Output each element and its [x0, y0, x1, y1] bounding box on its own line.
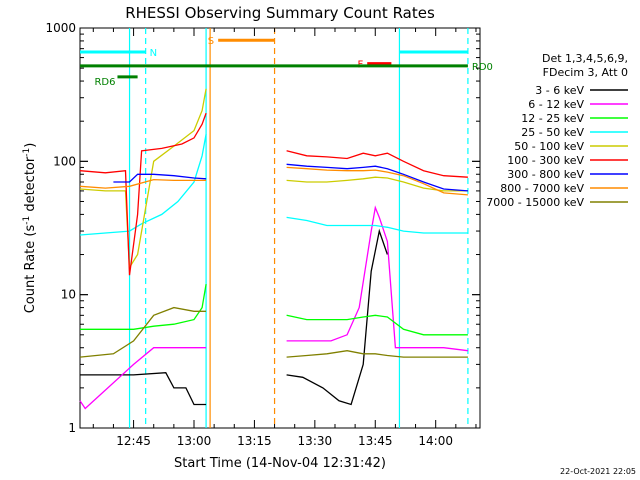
legend-entry-label: 100 - 300 keV — [507, 154, 584, 167]
legend-header-line: Det 1,3,4,5,6,9, — [542, 52, 628, 65]
x-tick-label: 13:45 — [358, 434, 393, 448]
x-tick-label: 13:30 — [298, 434, 333, 448]
series-line — [286, 216, 468, 234]
series-line — [286, 228, 389, 406]
y-tick-label: 1000 — [45, 21, 76, 35]
series-lines — [79, 88, 468, 410]
flag-label: N — [150, 48, 157, 59]
x-axis-ticks: 12:45 13:00 13:15 13:30 13:45 14:00 — [92, 28, 477, 448]
series-line — [79, 112, 207, 276]
x-tick-label: 12:45 — [116, 434, 151, 448]
legend-entry-label: 300 - 800 keV — [507, 168, 584, 181]
series-line — [286, 150, 468, 178]
legend: Det 1,3,4,5,6,9, FDecim 3, Att 0 3 - 6 k… — [486, 52, 628, 209]
y-axis-ticks: 1 10 100 1000 — [45, 21, 480, 435]
y-axis-label-sup: -1 — [22, 216, 32, 225]
series-line — [286, 163, 468, 192]
series-line — [286, 166, 468, 196]
chart-title: RHESSI Observing Summary Count Rates — [125, 4, 435, 22]
flag-label: S — [208, 36, 214, 47]
legend-entry-label: 800 - 7000 keV — [500, 182, 584, 195]
legend-entry-label: 50 - 100 keV — [514, 140, 584, 153]
y-axis-label: Count Rate (s-1 detector-1) — [22, 143, 38, 314]
y-tick-label: 10 — [61, 288, 76, 302]
x-tick-label: 13:00 — [177, 434, 212, 448]
y-axis-label-sup: -1 — [22, 148, 32, 157]
plot-frame — [79, 27, 481, 429]
vertical-marker-lines — [128, 28, 469, 428]
legend-entry-label: 12 - 25 keV — [521, 112, 584, 125]
legend-header-line: FDecim 3, Att 0 — [543, 66, 628, 79]
series-line — [79, 88, 207, 270]
legend-entry-label: 3 - 6 keV — [535, 84, 584, 97]
legend-entry-label: 25 - 50 keV — [521, 126, 584, 139]
series-line — [79, 306, 207, 358]
footer-date: 22-Oct-2021 22:05 — [560, 467, 636, 476]
series-line — [80, 283, 207, 330]
flag-label: RD6 — [94, 77, 115, 88]
y-tick-label: 100 — [53, 154, 76, 168]
series-line — [286, 350, 468, 358]
legend-entry-label: 6 - 12 keV — [528, 98, 584, 111]
series-line — [79, 178, 207, 189]
y-axis-label-part: ) — [23, 143, 38, 148]
flag-label: RD0 — [472, 62, 493, 73]
series-line — [286, 176, 468, 192]
y-axis-label-part: detector — [23, 156, 38, 216]
series-line — [79, 347, 207, 410]
y-tick-label: 1 — [68, 421, 76, 435]
y-axis-label-part: Count Rate (s — [23, 225, 38, 314]
x-tick-label: 14:00 — [418, 434, 453, 448]
series-line — [80, 372, 207, 406]
legend-entry-label: 7000 - 15000 keV — [486, 196, 584, 209]
series-line — [79, 133, 207, 236]
flag-bars: NSFRD0RD6 — [80, 36, 493, 88]
series-line — [286, 205, 468, 352]
series-line — [113, 173, 207, 183]
x-axis-label: Start Time (14-Nov-04 12:31:42) — [174, 456, 386, 471]
x-tick-label: 13:15 — [237, 434, 272, 448]
series-line — [286, 314, 468, 336]
